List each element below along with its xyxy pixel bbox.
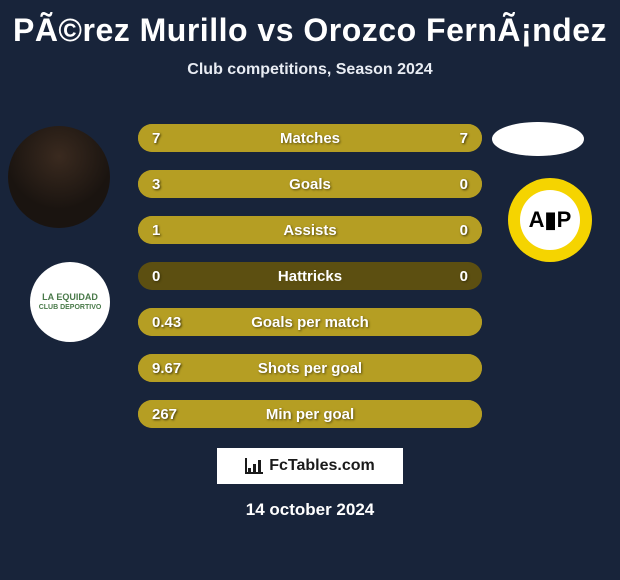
- stat-label: Goals: [289, 176, 331, 193]
- team2-badge-inner: A▮P: [520, 190, 580, 250]
- team1-badge-inner: LA EQUIDADCLUB DEPORTIVO: [39, 293, 102, 311]
- stat-row: Matches 7 7: [138, 124, 482, 152]
- player1-avatar: [8, 126, 110, 228]
- stat-label: Min per goal: [266, 406, 354, 423]
- stat-row: Shots per goal 9.67: [138, 354, 482, 382]
- stat-value-right: 0: [460, 268, 468, 285]
- chart-icon: [245, 458, 263, 474]
- stat-value-right: 7: [460, 130, 468, 147]
- stat-value-left: 0: [152, 268, 160, 285]
- stat-row: Goals per match 0.43: [138, 308, 482, 336]
- team1-badge: LA EQUIDADCLUB DEPORTIVO: [30, 262, 110, 342]
- stat-value-left: 3: [152, 176, 160, 193]
- stat-label: Goals per match: [251, 314, 369, 331]
- stat-value-left: 7: [152, 130, 160, 147]
- brand-label: FcTables.com: [269, 457, 375, 475]
- stat-row: Min per goal 267: [138, 400, 482, 428]
- page-title: PÃ©rez Murillo vs Orozco FernÃ¡ndez: [0, 0, 620, 49]
- stat-label: Matches: [280, 130, 340, 147]
- team2-badge: A▮P: [508, 178, 592, 262]
- stat-value-right: 0: [460, 176, 468, 193]
- date-label: 14 october 2024: [0, 500, 620, 520]
- stat-label: Hattricks: [278, 268, 342, 285]
- page-subtitle: Club competitions, Season 2024: [0, 61, 620, 79]
- stat-value-right: 0: [460, 222, 468, 239]
- stat-value-left: 267: [152, 406, 177, 423]
- stat-row: Assists 1 0: [138, 216, 482, 244]
- stat-value-left: 0.43: [152, 314, 181, 331]
- stat-value-left: 9.67: [152, 360, 181, 377]
- stat-row: Goals 3 0: [138, 170, 482, 198]
- brand-box[interactable]: FcTables.com: [217, 448, 403, 484]
- stat-rows: Matches77Goals30Assists10Hattricks00Goal…: [138, 124, 482, 446]
- player2-avatar: [492, 122, 584, 156]
- stat-label: Shots per goal: [258, 360, 362, 377]
- stat-label: Assists: [283, 222, 336, 239]
- stat-row: Hattricks 0 0: [138, 262, 482, 290]
- stat-value-left: 1: [152, 222, 160, 239]
